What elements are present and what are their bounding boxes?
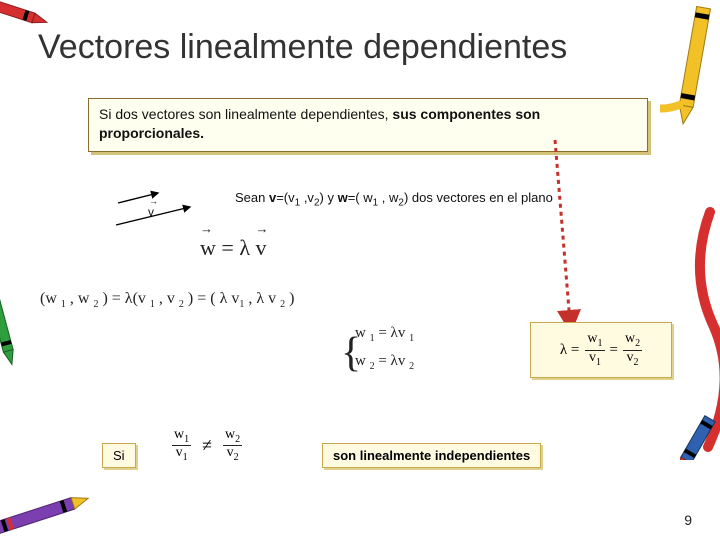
- slide: Vectores linealmente dependientes Si dos…: [0, 0, 720, 540]
- theorem-box: Si dos vectores son linealmente dependie…: [88, 98, 648, 152]
- vector-diagram: →v: [110, 185, 200, 235]
- crayon-mid-left-icon: [0, 265, 30, 375]
- fraction-1: w1 v1: [585, 332, 604, 368]
- crayon-top-right-icon: [660, 0, 720, 132]
- main-equation: w = λ v: [200, 235, 266, 261]
- page-number: 9: [684, 512, 692, 528]
- neq-expression: w1 v1 ≠ w2 v2: [172, 428, 242, 464]
- dashed-arrow-icon: [515, 138, 595, 333]
- fraction-2: w2 v2: [623, 332, 642, 368]
- crayon-right-icon: [670, 200, 720, 460]
- lambda-result-box: λ = w1 v1 = w2 v2: [530, 322, 672, 378]
- independent-box: son linealmente independientes: [322, 443, 541, 468]
- sean-line: Sean v=(v1 ,v2) y w=( w1 , w2) dos vecto…: [235, 190, 553, 209]
- si-box: Si: [102, 443, 136, 468]
- expansion-equation: (w 1 , w 2 ) = λ(v 1 , v 2 ) = ( λ v1 , …: [40, 290, 294, 310]
- theorem-pre: Si dos vectores son linealmente dependie…: [99, 106, 392, 122]
- brace-icon: {: [341, 316, 361, 392]
- system-row-1: w 1 = λv 1: [355, 320, 414, 348]
- system-row-2: w 2 = λv 2: [355, 348, 414, 376]
- vector-v-label: →v: [148, 205, 154, 219]
- theorem-text: Si dos vectores son linealmente dependie…: [99, 105, 637, 143]
- crayon-bottom-left-icon: [0, 476, 106, 546]
- page-title: Vectores linealmente dependientes: [38, 28, 567, 67]
- equation-system: { w 1 = λv 1 w 2 = λv 2: [355, 320, 414, 376]
